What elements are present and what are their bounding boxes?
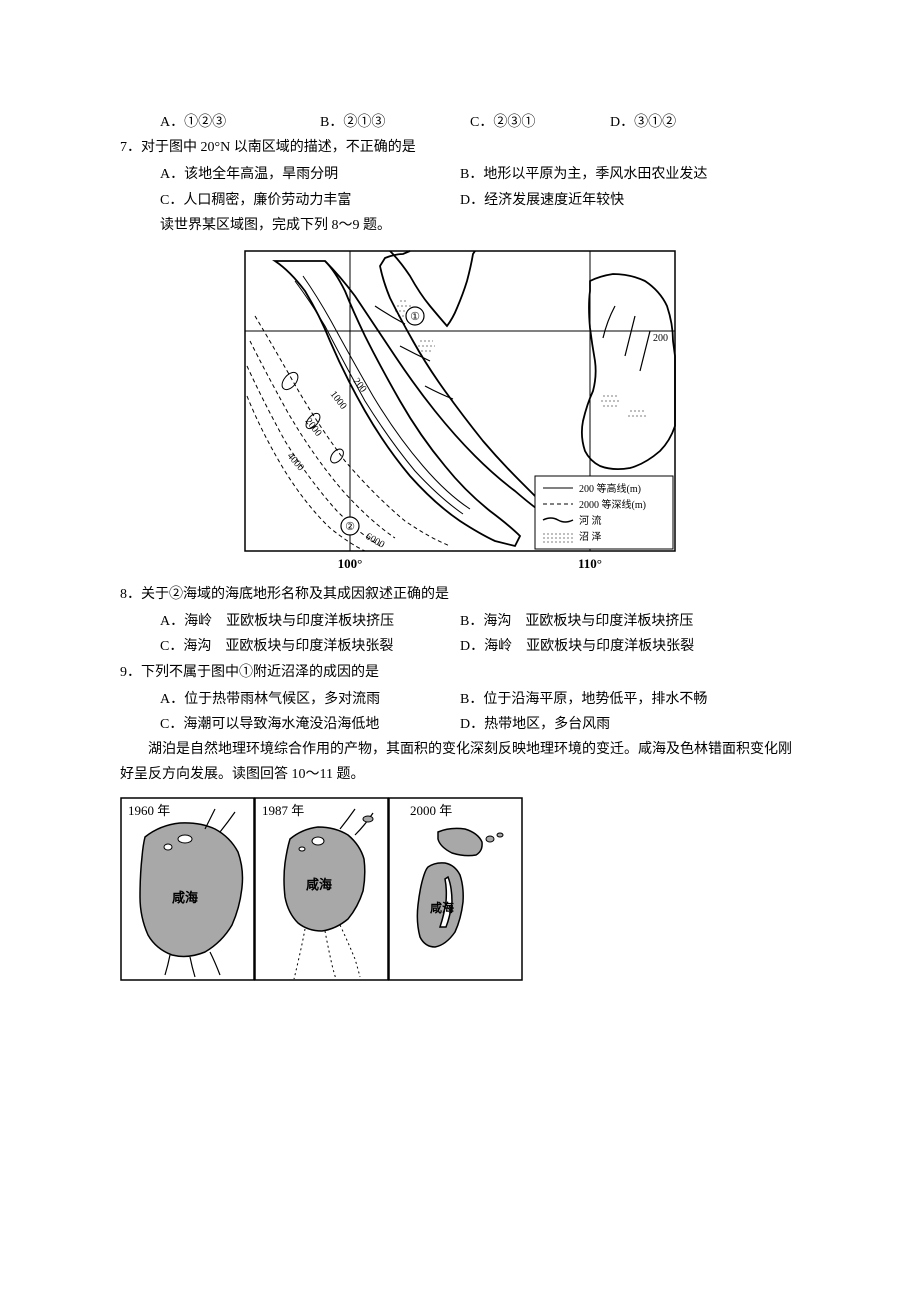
contour-right-200: 200	[653, 333, 668, 344]
q6-option-b: B．②①③	[320, 110, 470, 135]
lake-year-1987: 1987 年	[262, 803, 304, 818]
q8-option-d: D．海岭 亚欧板块与印度洋板块张裂	[460, 634, 800, 659]
q8-option-a: A．海岭 亚欧板块与印度洋板块挤压	[160, 609, 460, 634]
q8-option-c: C．海沟 亚欧板块与印度洋板块张裂	[160, 634, 460, 659]
lake-label-2: 咸海	[306, 877, 332, 892]
q9-option-b: B．位于沿海平原，地势低平，排水不畅	[460, 687, 800, 712]
lake-year-1960: 1960 年	[128, 803, 170, 818]
region-map-svg: 200 1000 2000 4000 6000 200	[235, 246, 685, 576]
xtick-110: 110°	[578, 556, 602, 571]
marker-2: ②	[345, 521, 355, 533]
aral-sea-figure: 1960 年 咸海 1987 年 咸海 2000 年 咸海	[120, 797, 800, 990]
q9-option-c: C．海潮可以导致海水淹没沿海低地	[160, 712, 460, 737]
legend-swamp: 沼 泽	[579, 530, 602, 543]
q9-options-row1: A．位于热带雨林气候区，多对流雨 B．位于沿海平原，地势低平，排水不畅	[120, 687, 800, 712]
q7-stem: 7．对于图中 20°N 以南区域的描述，不正确的是	[120, 135, 800, 160]
q7-option-a: A．该地全年高温，旱雨分明	[160, 162, 460, 187]
q9-option-d: D．热带地区，多台风雨	[460, 712, 800, 737]
q7-option-c: C．人口稠密，廉价劳动力丰富	[160, 188, 460, 213]
q8-stem: 8．关于②海域的海底地形名称及其成因叙述正确的是	[120, 582, 800, 607]
q8-options-row2: C．海沟 亚欧板块与印度洋板块张裂 D．海岭 亚欧板块与印度洋板块张裂	[120, 634, 800, 659]
lead-10-11: 湖泊是自然地理环境综合作用的产物，其面积的变化深刻反映地理环境的变迁。咸海及色林…	[120, 737, 800, 787]
q8-options-row1: A．海岭 亚欧板块与印度洋板块挤压 B．海沟 亚欧板块与印度洋板块挤压	[120, 609, 800, 634]
xtick-100: 100°	[338, 556, 363, 571]
q6-option-a: A．①②③	[160, 110, 320, 135]
q6-option-d: D．③①②	[610, 110, 730, 135]
q7-options-row1: A．该地全年高温，旱雨分明 B．地形以平原为主，季风水田农业发达	[120, 162, 800, 187]
legend-isobath: 2000 等深线(m)	[579, 498, 646, 511]
aral-sea-svg: 1960 年 咸海 1987 年 咸海 2000 年 咸海	[120, 797, 525, 981]
lake-label-1: 咸海	[172, 890, 198, 905]
q8-option-b: B．海沟 亚欧板块与印度洋板块挤压	[460, 609, 800, 634]
q7-option-b: B．地形以平原为主，季风水田农业发达	[460, 162, 800, 187]
q7-option-d: D．经济发展速度近年较快	[460, 188, 800, 213]
lake-year-2000: 2000 年	[410, 803, 452, 818]
marker-1: ①	[410, 311, 420, 323]
q9-stem: 9．下列不属于图中①附近沼泽的成因的是	[120, 660, 800, 685]
q6-option-c: C．②③①	[470, 110, 610, 135]
lead-8-9: 读世界某区域图，完成下列 8～9 题。	[120, 213, 800, 238]
lake-label-3: 咸海	[430, 900, 454, 915]
legend-contour: 200 等高线(m)	[579, 482, 641, 495]
q6-options: A．①②③ B．②①③ C．②③① D．③①②	[120, 110, 800, 135]
q7-options-row2: C．人口稠密，廉价劳动力丰富 D．经济发展速度近年较快	[120, 188, 800, 213]
q9-option-a: A．位于热带雨林气候区，多对流雨	[160, 687, 460, 712]
q9-options-row2: C．海潮可以导致海水淹没沿海低地 D．热带地区，多台风雨	[120, 712, 800, 737]
legend-river: 河 流	[579, 514, 602, 527]
region-map-figure: 200 1000 2000 4000 6000 200	[120, 246, 800, 576]
